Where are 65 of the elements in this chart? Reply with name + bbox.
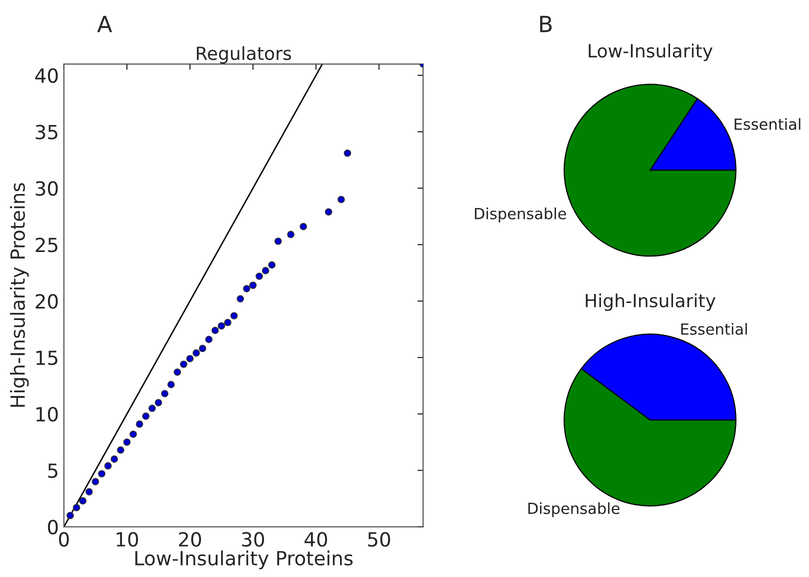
y-tick-label: 15 (36, 350, 58, 366)
point (300, 222, 308, 230)
point (211, 326, 219, 334)
point (104, 462, 112, 470)
point (242, 284, 250, 292)
point (236, 295, 244, 302)
point (324, 208, 332, 216)
point (287, 230, 294, 238)
point (110, 455, 118, 463)
x-tick-label: 0 (59, 532, 69, 547)
point (85, 488, 93, 496)
point (192, 349, 200, 357)
point (66, 512, 74, 520)
point (123, 438, 131, 446)
point (230, 312, 238, 320)
point (218, 322, 226, 330)
y-tick-label: 20 (36, 294, 58, 309)
x-tick-label: 20 (179, 532, 202, 547)
point (180, 360, 188, 368)
slice-label: Dispensable (528, 502, 620, 518)
y-tick-label: 10 (36, 406, 58, 422)
point (92, 478, 100, 486)
y-tick-label: 35 (36, 124, 58, 140)
point (98, 470, 106, 478)
slice-label: Essential (734, 118, 800, 130)
text: A (97, 16, 112, 32)
point (154, 398, 162, 406)
point (136, 420, 144, 428)
y-tick-label: 25 (36, 238, 58, 252)
slice-label: Dispensable (474, 208, 566, 222)
point (130, 430, 137, 438)
point (249, 282, 257, 289)
x-tick-label: 40 (304, 532, 328, 547)
point (268, 261, 276, 269)
y-tick-label: 30 (36, 181, 58, 196)
text: B (540, 16, 552, 32)
x-tick-label: 50 (368, 532, 390, 547)
x-tick-label: 10 (116, 532, 138, 547)
y-tick-label: 40 (35, 68, 58, 83)
point (116, 446, 124, 454)
point (224, 318, 232, 326)
chart-title: Low-Insularity (588, 44, 712, 62)
point (186, 354, 194, 362)
point (167, 380, 175, 388)
point (256, 272, 263, 280)
x-axis-title: Low-Insularity Proteins (135, 550, 353, 570)
point (205, 336, 213, 344)
point (338, 196, 345, 204)
y-axis-title: High-Insularity Proteins (10, 183, 29, 407)
point (198, 344, 206, 352)
chart-title: High-Insularity (586, 293, 716, 311)
slice-label: Essential (681, 323, 747, 335)
point (262, 266, 270, 274)
point (79, 497, 86, 505)
point (142, 412, 150, 420)
point (344, 150, 352, 157)
y-tick-label: 0 (48, 520, 58, 534)
point (148, 404, 156, 412)
x-tick-label: 30 (242, 532, 264, 547)
y-tick-label: 5 (48, 464, 58, 478)
point (174, 368, 182, 376)
point (161, 390, 168, 398)
chart-title: Regulators (196, 46, 292, 64)
point (274, 238, 282, 245)
point (72, 504, 80, 512)
